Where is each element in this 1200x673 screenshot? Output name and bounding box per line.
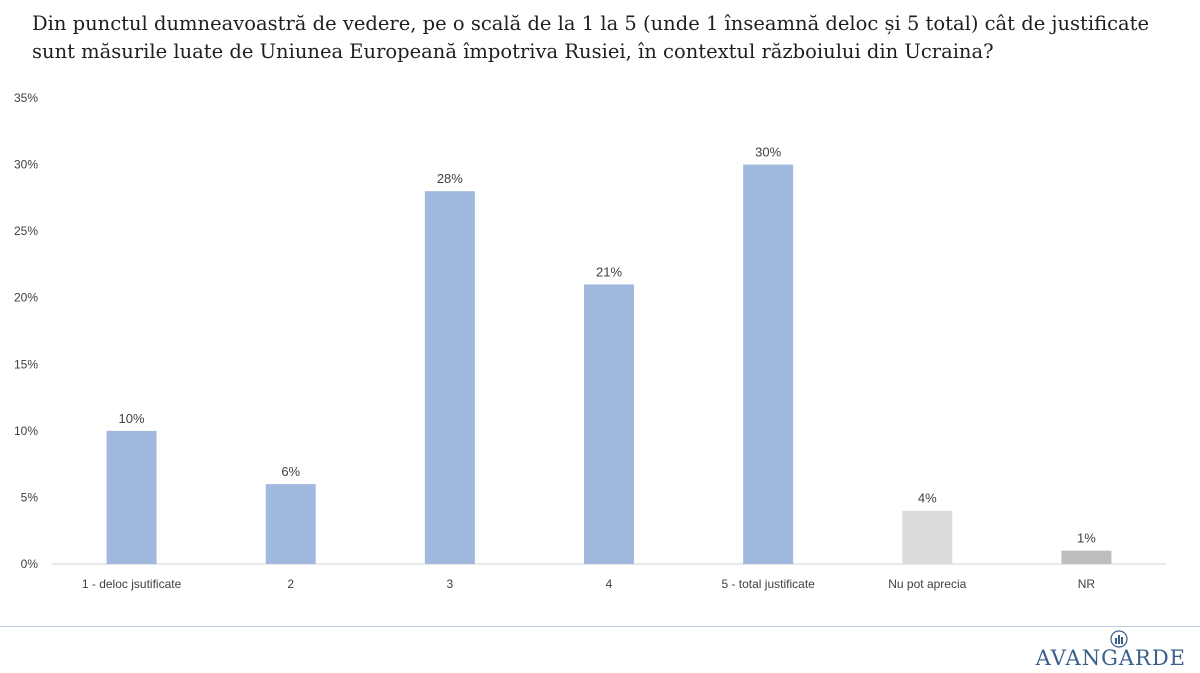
bar-chart: 0% 5% 10% 15% 20% 25% 30% 35% 10% 1 - deloc jsuti… <box>14 91 1166 591</box>
x-tick-label: 1 - deloc jsutificate <box>82 577 182 591</box>
y-tick-label: 20% <box>14 291 38 305</box>
chart-title-line-2: sunt măsurile luate de Uniunea Europeană… <box>32 40 994 63</box>
data-label: 21% <box>596 264 622 279</box>
logo-mark-icon <box>1110 630 1128 648</box>
bar <box>106 430 157 564</box>
bar <box>584 284 634 564</box>
data-label: 30% <box>755 145 781 160</box>
data-label: 6% <box>281 464 300 479</box>
data-label: 4% <box>918 491 937 506</box>
y-tick-label: 25% <box>14 224 38 238</box>
y-tick-label: 10% <box>14 424 38 438</box>
chart-title: Din punctul dumneavoastră de vedere, pe … <box>32 10 1172 66</box>
bar <box>265 484 316 564</box>
chart-title-line-1: Din punctul dumneavoastră de vedere, pe … <box>32 12 1150 35</box>
x-tick-label: 5 - total justificate <box>721 577 815 591</box>
y-tick-label: 15% <box>14 357 38 371</box>
footer-divider <box>0 626 1200 627</box>
x-tick-label: 3 <box>447 577 454 591</box>
y-tick-label: 35% <box>14 91 38 105</box>
y-tick-label: 30% <box>14 158 38 172</box>
x-tick-label: 2 <box>287 577 294 591</box>
logo-text: AVANGARDE <box>1035 646 1186 670</box>
bar <box>743 164 794 565</box>
bar <box>902 510 953 564</box>
data-label: 1% <box>1077 531 1096 546</box>
bar <box>1061 550 1112 564</box>
x-tick-label: NR <box>1078 577 1096 591</box>
y-tick-label: 5% <box>21 490 39 504</box>
x-tick-label: 4 <box>606 577 613 591</box>
data-label: 28% <box>437 171 463 186</box>
y-tick-label: 0% <box>21 557 39 571</box>
avangarde-logo: AVANGARDE <box>1036 630 1186 670</box>
bar <box>424 191 475 564</box>
data-label: 10% <box>119 411 145 426</box>
x-tick-label: Nu pot aprecia <box>888 577 966 591</box>
